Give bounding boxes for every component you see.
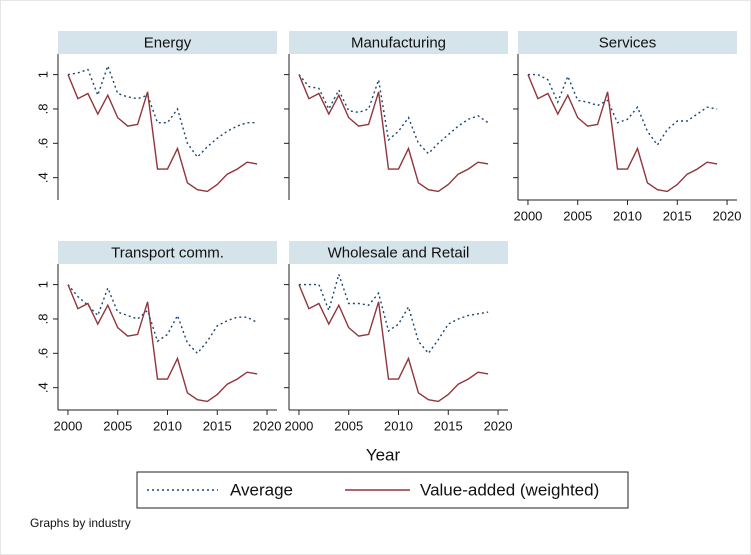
legend-label: Value-added (weighted) bbox=[420, 480, 599, 499]
panel-title: Manufacturing bbox=[351, 34, 446, 51]
x-tick-label: 2010 bbox=[153, 418, 182, 433]
series-line bbox=[527, 74, 718, 193]
series-line bbox=[67, 74, 258, 193]
y-tick-label: .8 bbox=[35, 314, 50, 325]
x-tick-label: 2005 bbox=[103, 418, 132, 433]
x-tick-label: 2020 bbox=[484, 418, 513, 433]
x-tick-label: 2020 bbox=[713, 208, 742, 223]
panel-title-bar bbox=[58, 31, 277, 54]
x-tick-label: 2015 bbox=[434, 418, 463, 433]
note: Graphs by industry bbox=[30, 516, 131, 530]
x-tick-label: 2005 bbox=[334, 418, 363, 433]
panel-title: Transport comm. bbox=[111, 244, 224, 261]
panel-title-bar bbox=[58, 241, 277, 264]
x-axis-label: Year bbox=[366, 445, 401, 464]
series-line bbox=[67, 284, 258, 403]
series-line bbox=[298, 74, 489, 193]
y-tick-label: .6 bbox=[35, 138, 50, 149]
x-tick-label: 2005 bbox=[563, 208, 592, 223]
panel-title: Energy bbox=[144, 34, 192, 51]
series-line bbox=[299, 271, 489, 355]
legend-label: Average bbox=[230, 480, 293, 499]
x-tick-label: 2015 bbox=[663, 208, 692, 223]
panel-title-bar bbox=[518, 31, 737, 54]
series-line bbox=[298, 284, 489, 403]
series-line bbox=[67, 284, 258, 355]
y-tick-label: .6 bbox=[35, 348, 50, 359]
x-tick-label: 2000 bbox=[284, 418, 313, 433]
y-tick-label: .4 bbox=[35, 382, 50, 393]
panel-title-bar bbox=[289, 241, 508, 264]
series-line bbox=[298, 74, 489, 155]
x-tick-label: 2015 bbox=[203, 418, 232, 433]
panel-title-bar bbox=[289, 31, 508, 54]
x-tick-label: 2020 bbox=[253, 418, 282, 433]
y-tick-label: 1 bbox=[35, 71, 50, 78]
x-tick-label: 2000 bbox=[513, 208, 542, 223]
x-tick-label: 2010 bbox=[613, 208, 642, 223]
panel-title: Wholesale and Retail bbox=[328, 244, 470, 261]
x-tick-label: 2000 bbox=[53, 418, 82, 433]
y-tick-label: .4 bbox=[35, 172, 50, 183]
series-line bbox=[528, 73, 718, 147]
series-line bbox=[67, 63, 258, 159]
panel-title: Services bbox=[599, 34, 657, 51]
x-tick-label: 2010 bbox=[384, 418, 413, 433]
y-tick-label: .8 bbox=[35, 104, 50, 115]
y-tick-label: 1 bbox=[35, 281, 50, 288]
